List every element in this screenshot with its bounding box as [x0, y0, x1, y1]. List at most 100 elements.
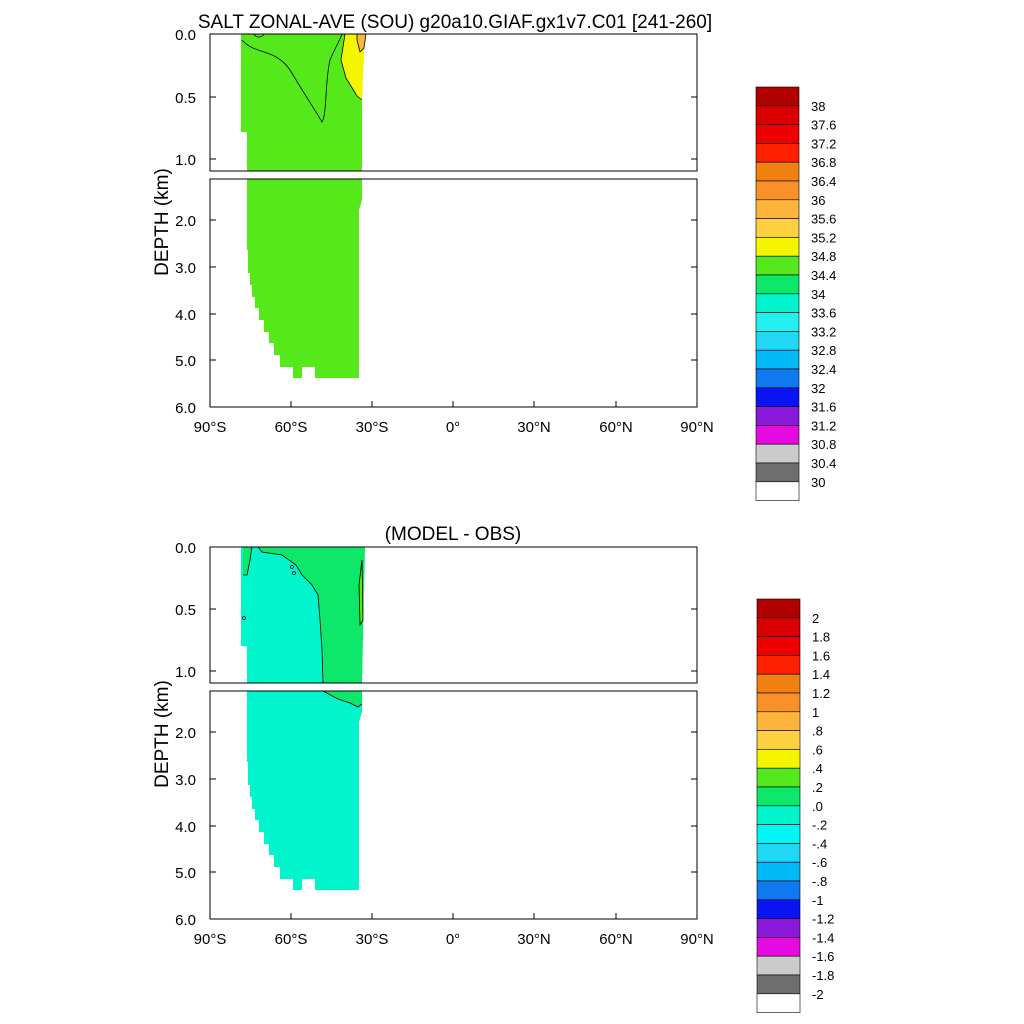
colorbar-swatch [756, 805, 801, 825]
colorbar-label: -1.4 [812, 930, 834, 945]
colorbar-label: 1.6 [812, 648, 830, 663]
x-tick-label: 60°N [599, 419, 633, 436]
colorbar-swatch [755, 124, 800, 144]
colorbar-salinity: 38 37.6 37.2 36.8 36.4 36 35.6 35.2 34.8 34.4 34 33… [755, 86, 836, 501]
colorbar-swatch [755, 86, 800, 107]
colorbar-swatch [755, 274, 800, 295]
x-tick-label: 60°S [275, 419, 308, 436]
y-tick-label: 1.0 [175, 664, 196, 681]
colorbar-label: 33.6 [811, 306, 836, 321]
colorbar-swatch [755, 105, 800, 125]
colorbar-label: -1.6 [812, 949, 834, 964]
colorbar-swatch [756, 598, 801, 619]
x-tick-label: 30°N [517, 931, 551, 948]
colorbar-swatch [756, 993, 801, 1013]
colorbar-label: 37.6 [811, 118, 836, 133]
colorbar-label: 30 [811, 475, 825, 490]
upper-fills [241, 33, 367, 171]
lower-fills [247, 179, 362, 378]
colorbar-swatch [756, 918, 801, 938]
colorbar-swatch [756, 824, 801, 844]
y-tick-label: 0.0 [175, 27, 196, 44]
contour-line [243, 546, 253, 576]
colorbar-swatch [755, 143, 800, 163]
x-tick-label: 90°N [680, 931, 714, 948]
colorbar-swatch [756, 673, 801, 694]
colorbar-label: 31.6 [811, 400, 836, 415]
plot-frame-upper [209, 546, 698, 684]
x-tick-label: 0° [446, 419, 460, 436]
colorbar-swatch [755, 199, 800, 219]
x-tick-label: 90°S [194, 931, 227, 948]
contour-line [322, 690, 363, 708]
y-ticks-upper [210, 33, 697, 160]
colorbar-swatch [755, 312, 800, 332]
colorbar-swatch [755, 161, 800, 182]
colorbar-label: 35.6 [811, 212, 836, 227]
y-tick-label: 1.0 [175, 152, 196, 169]
x-tick-label: 90°S [194, 419, 227, 436]
colorbar-swatch [756, 730, 801, 750]
lower-fills [247, 690, 363, 890]
colorbar-label: 31.2 [811, 418, 836, 433]
colorbar-label: -.6 [812, 855, 827, 870]
y-tick-label: 3.0 [175, 772, 196, 789]
y-tick-label: 5.0 [175, 353, 196, 370]
colorbar-label: 2 [812, 611, 819, 626]
x-tick-label: 0° [446, 931, 460, 948]
colorbar-swatch [756, 880, 801, 901]
colorbar-swatch [755, 368, 800, 389]
y-tick-label: 3.0 [175, 260, 196, 277]
y-tick-label: 4.0 [175, 819, 196, 836]
colorbar-label: -1.2 [812, 912, 834, 927]
y-tick-label: 0.5 [175, 90, 196, 107]
colorbar-swatch [756, 861, 801, 882]
colorbar-swatch [755, 255, 800, 276]
colorbar-swatch [756, 692, 801, 713]
colorbar-label: 36.8 [811, 155, 836, 170]
colorbar-swatch [756, 937, 801, 957]
y-axis-label: DEPTH (km) [152, 680, 173, 788]
panel-model-minus-obs: (MODEL - OBS) 0.0 0.5 1.0 [152, 524, 834, 1013]
colorbar-swatch [756, 767, 801, 788]
colorbar-label: .2 [812, 780, 823, 795]
chart-title: (MODEL - OBS) [385, 524, 522, 545]
colorbar-label: 32.4 [811, 362, 836, 377]
colorbar-label: 38 [811, 99, 825, 114]
colorbar-swatch [755, 218, 800, 238]
colorbar-swatch [755, 481, 800, 501]
contour-line [290, 565, 294, 569]
colorbar-label: 32 [811, 381, 825, 396]
y-tick-label: 0.0 [175, 540, 196, 557]
y-axis-label: DEPTH (km) [152, 168, 173, 276]
contour-line [242, 616, 246, 620]
colorbar-label: 1.4 [812, 667, 830, 682]
y-ticks-upper [210, 546, 697, 672]
fill-neg0.2-0.0 [247, 691, 362, 890]
colorbar-label: 33.2 [811, 324, 836, 339]
fill-34.8-35.2 [341, 34, 365, 100]
x-tick-label: 30°S [356, 419, 389, 436]
x-tick-label: 60°N [599, 931, 633, 948]
y-ticks-lower [210, 731, 697, 873]
colorbar-swatch [755, 331, 800, 351]
colorbar-label: -.2 [812, 818, 827, 833]
plot-frame-upper [209, 33, 698, 172]
colorbar-swatch [755, 443, 800, 464]
x-tick-label: 30°N [517, 419, 551, 436]
colorbar-label: 34 [811, 287, 825, 302]
colorbar-label: -2 [812, 987, 824, 1002]
colorbar-swatch [755, 462, 800, 483]
chart-title: SALT ZONAL-AVE (SOU) g20a10.GIAF.gx1v7.C… [198, 12, 712, 33]
y-tick-label: 6.0 [175, 912, 196, 929]
colorbar-label: -.8 [812, 874, 827, 889]
colorbar-label: -.4 [812, 836, 827, 851]
fill-0.0-0.2 [243, 547, 252, 575]
colorbar-swatch [755, 293, 800, 313]
x-ticks [209, 401, 698, 407]
colorbar-difference: 21.81.61.41.21.8.6.4.2.0-.2-.4-.6-.8-1-1… [756, 598, 834, 1013]
panel-salinity: SALT ZONAL-AVE (SOU) g20a10.GIAF.gx1v7.C… [152, 12, 836, 501]
fill-0.0-0.2 [258, 547, 365, 683]
colorbar-swatch [755, 387, 800, 407]
